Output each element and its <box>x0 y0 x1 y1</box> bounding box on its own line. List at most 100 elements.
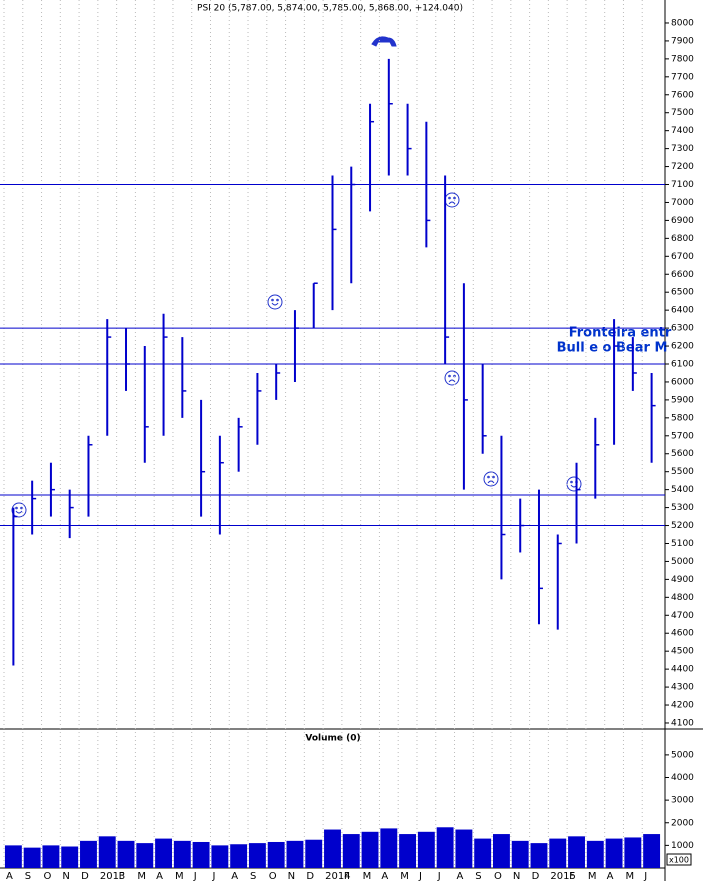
y-tick-label: 4500 <box>671 647 694 657</box>
volume-bar <box>568 836 585 868</box>
y-tick-label: 2000 <box>671 818 694 828</box>
x-tick-label: M <box>400 871 409 881</box>
volume-bar <box>211 845 229 868</box>
x-tick-label: A <box>156 871 163 881</box>
y-tick-label: 6700 <box>671 252 694 262</box>
unit-label: x100 <box>669 856 689 865</box>
x-tick-label: O <box>494 871 502 881</box>
volume-bar <box>267 841 285 868</box>
y-tick-label: 5000 <box>671 557 694 567</box>
y-tick-label: 7200 <box>671 162 694 172</box>
y-tick-label: 7800 <box>671 54 694 64</box>
volume-bar <box>530 843 548 868</box>
y-tick-label: 5000 <box>671 750 694 760</box>
y-tick-label: 4800 <box>671 593 694 603</box>
y-tick-label: 4400 <box>671 665 694 675</box>
y-tick-label: 4700 <box>671 611 694 621</box>
volume-bar <box>549 838 567 868</box>
x-tick-label: 2014 <box>325 871 350 881</box>
volume-bar <box>155 838 173 868</box>
x-tick-label: M <box>363 871 372 881</box>
x-tick-label: A <box>381 871 388 881</box>
volume-bar <box>230 844 248 868</box>
unit-box <box>666 853 692 866</box>
y-tick-label: 5400 <box>671 485 694 495</box>
y-tick-label: 4200 <box>671 701 694 711</box>
annotation: Fronteira entr <box>569 326 672 341</box>
volume-bar <box>80 840 97 868</box>
annotation: Bull e o Bear M <box>557 341 668 356</box>
volume-bar <box>4 845 22 868</box>
volume-bar <box>342 834 360 868</box>
volume-bar <box>399 834 417 868</box>
volume-bar <box>136 843 154 868</box>
x-tick-label: J <box>437 871 441 881</box>
y-tick-label: 7000 <box>671 198 694 208</box>
y-tick-label: 4300 <box>671 683 694 693</box>
x-tick-label: D <box>532 871 540 881</box>
x-tick-label: J <box>643 871 647 881</box>
x-tick-label: 2015 <box>550 871 575 881</box>
volume-bar <box>98 836 116 868</box>
volume-bar <box>117 840 135 868</box>
x-tick-label: A <box>6 871 13 881</box>
x-tick-label: F <box>344 871 350 881</box>
x-tick-label: N <box>513 871 520 881</box>
y-tick-label: 5700 <box>671 431 694 441</box>
x-tick-label: D <box>81 871 89 881</box>
y-tick-label: 3000 <box>671 796 694 806</box>
x-tick-label: J <box>418 871 422 881</box>
y-tick-label: 7600 <box>671 90 694 100</box>
y-tick-label: 1000 <box>671 841 694 851</box>
y-tick-label: 6400 <box>671 306 694 316</box>
volume-bar <box>173 840 191 868</box>
volume-bar <box>248 843 266 868</box>
y-tick-label: 8000 <box>671 18 694 28</box>
x-tick-label: M <box>175 871 184 881</box>
volume-bar <box>511 840 529 868</box>
volume-bar <box>361 831 379 868</box>
volume-bar <box>417 831 435 868</box>
x-tick-label: M <box>137 871 146 881</box>
x-tick-label: N <box>62 871 69 881</box>
y-tick-label: 5500 <box>671 467 694 477</box>
y-tick-label: 6800 <box>671 234 694 244</box>
y-tick-label: 5300 <box>671 503 694 513</box>
x-tick-label: F <box>119 871 125 881</box>
y-tick-label: 5600 <box>671 449 694 459</box>
x-tick-label: F <box>569 871 575 881</box>
volume-bar <box>192 841 210 868</box>
volume-bar <box>324 829 341 868</box>
x-tick-label: O <box>269 871 277 881</box>
y-tick-label: 6100 <box>671 360 694 370</box>
y-tick-label: 6000 <box>671 377 694 387</box>
y-tick-label: 5900 <box>671 395 694 405</box>
y-tick-label: 5100 <box>671 539 694 549</box>
y-tick-label: 6600 <box>671 270 694 280</box>
x-tick-label: S <box>250 871 256 881</box>
y-tick-label: 7700 <box>671 72 694 82</box>
y-tick-label: 6200 <box>671 342 694 352</box>
volume-bar <box>586 840 604 868</box>
y-tick-label: 6300 <box>671 324 694 334</box>
x-tick-label: A <box>457 871 464 881</box>
x-tick-label: N <box>288 871 295 881</box>
volume-bar <box>61 846 79 868</box>
volume-bar <box>492 834 510 868</box>
volume-bar <box>42 845 60 868</box>
volume-bar <box>624 837 642 868</box>
y-tick-label: 7300 <box>671 144 694 154</box>
y-tick-label: 4600 <box>671 629 694 639</box>
x-tick-label: J <box>211 871 215 881</box>
x-tick-label: O <box>44 871 52 881</box>
x-tick-label: A <box>607 871 614 881</box>
volume-bar <box>455 829 473 868</box>
volume-bar <box>305 839 323 868</box>
volume-title: Volume (0) <box>305 734 360 744</box>
y-tick-label: 7500 <box>671 108 694 118</box>
x-tick-label: S <box>475 871 481 881</box>
x-tick-label: 2013 <box>100 871 125 881</box>
y-tick-label: 6500 <box>671 288 694 298</box>
x-tick-label: A <box>231 871 238 881</box>
